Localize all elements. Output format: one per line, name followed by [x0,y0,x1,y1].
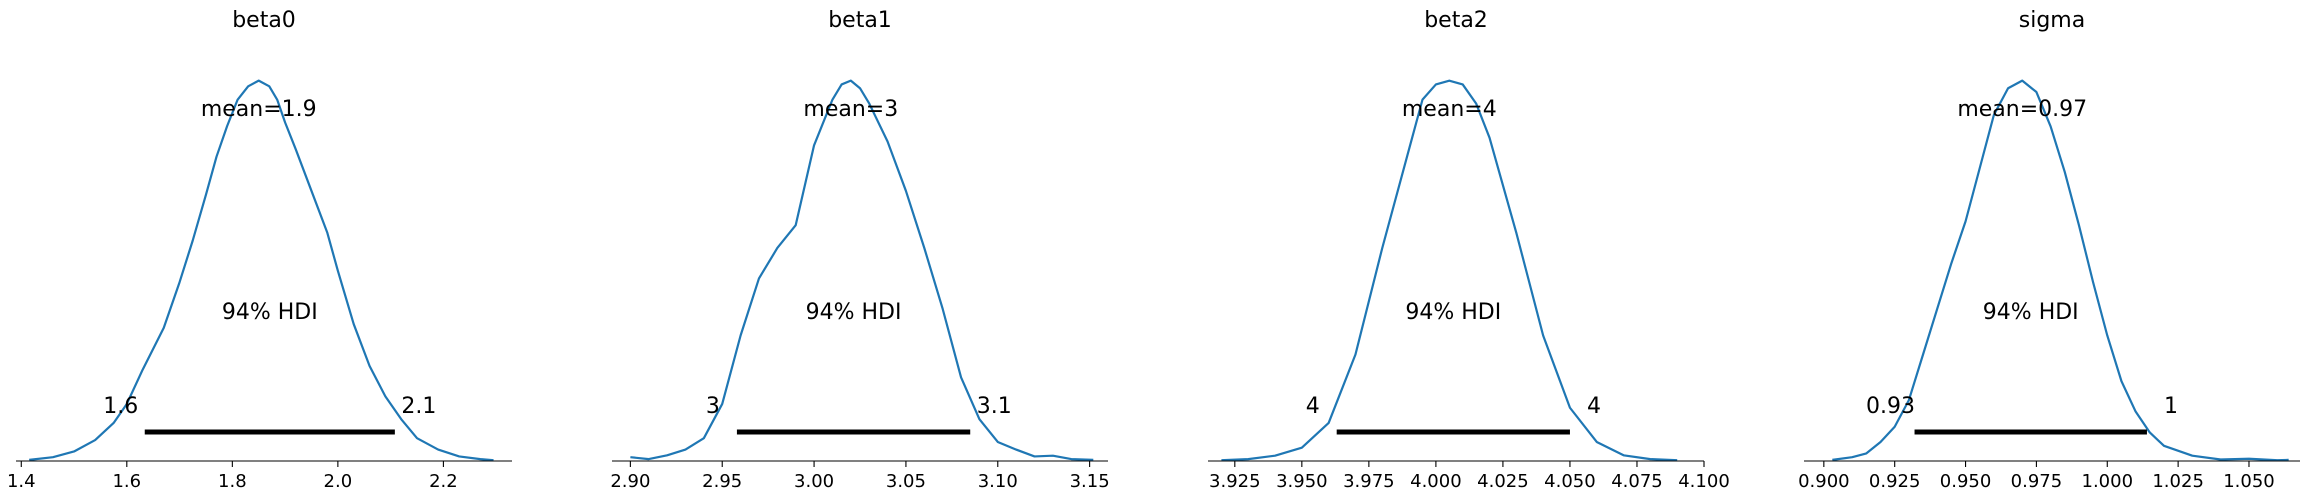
x-tick-label: 0.900 [1798,471,1850,492]
hdi-low-label: 1.6 [103,394,138,419]
x-tick-label: 4.075 [1611,471,1663,492]
x-tick-label: 4.100 [1678,471,1730,492]
x-tick-label: 2.2 [429,471,458,492]
x-tick-label: 1.4 [7,471,36,492]
x-tick-label: 3.950 [1276,471,1328,492]
density-curve [630,79,1094,461]
hdi-label: 94% HDI [806,300,902,325]
panel-title: sigma [2019,8,2085,33]
x-tick-label: 3.10 [978,471,1018,492]
x-tick-label: 3.975 [1343,471,1395,492]
mean-label: mean=3 [803,97,898,122]
hdi-low-label: 0.93 [1866,394,1915,419]
hdi-high-label: 1 [2164,394,2178,419]
panel-title: beta0 [232,8,296,33]
mean-label: mean=1.9 [201,97,317,122]
panel-sigma: sigma mean=0.97 94% HDI 0.93 1 0.900 0.925 0.95… [1798,8,2300,492]
density-curve [1221,79,1678,462]
hdi-label: 94% HDI [1405,300,1501,325]
density-curve [1832,79,2289,462]
hdi-high-label: 4 [1587,394,1601,419]
x-tick-label: 4.025 [1477,471,1529,492]
x-tick-label: 2.90 [610,471,650,492]
hdi-low-label: 3 [706,394,720,419]
hdi-low-label: 4 [1306,394,1320,419]
hdi-label: 94% HDI [1983,300,2079,325]
x-tick-label: 3.05 [886,471,926,492]
x-tick-label: 0.950 [1940,471,1992,492]
x-tick-label: 2.95 [702,471,742,492]
x-tick-label: 0.975 [2011,471,2063,492]
x-tick-label: 3.00 [794,471,834,492]
x-tick-label: 4.000 [1410,471,1462,492]
mean-label: mean=0.97 [1957,97,2087,122]
x-tick-label: 0.925 [1869,471,1921,492]
hdi-high-label: 3.1 [977,394,1012,419]
x-tick-label: 1.000 [2082,471,2134,492]
x-tick-label: 2.0 [324,471,353,492]
x-tick-label: 1.8 [218,471,247,492]
panel-title: beta1 [828,8,892,33]
x-tick-label: 3.925 [1209,471,1261,492]
panel-title: beta2 [1424,8,1488,33]
panel-beta2: beta2 mean=4 94% HDI 4 4 3.925 3.950 3.975 4.000… [1208,8,1730,492]
density-curve [29,79,494,462]
x-tick-label: 3.15 [1070,471,1110,492]
hdi-high-label: 2.1 [401,394,436,419]
panel-beta1: beta1 mean=3 94% HDI 3 3.1 2.90 2.95 3.00 3.05 3.… [610,8,1109,492]
x-tick-label: 1.025 [2152,471,2204,492]
x-tick-label: 4.050 [1544,471,1596,492]
panel-beta0: beta0 mean=1.9 94% HDI 1.6 2.1 1.4 1.6 1.8 2.0 2.… [7,8,512,492]
x-tick-label: 1.6 [112,471,141,492]
hdi-label: 94% HDI [222,300,318,325]
mean-label: mean=4 [1402,97,1497,122]
x-tick-label: 1.050 [2223,471,2275,492]
